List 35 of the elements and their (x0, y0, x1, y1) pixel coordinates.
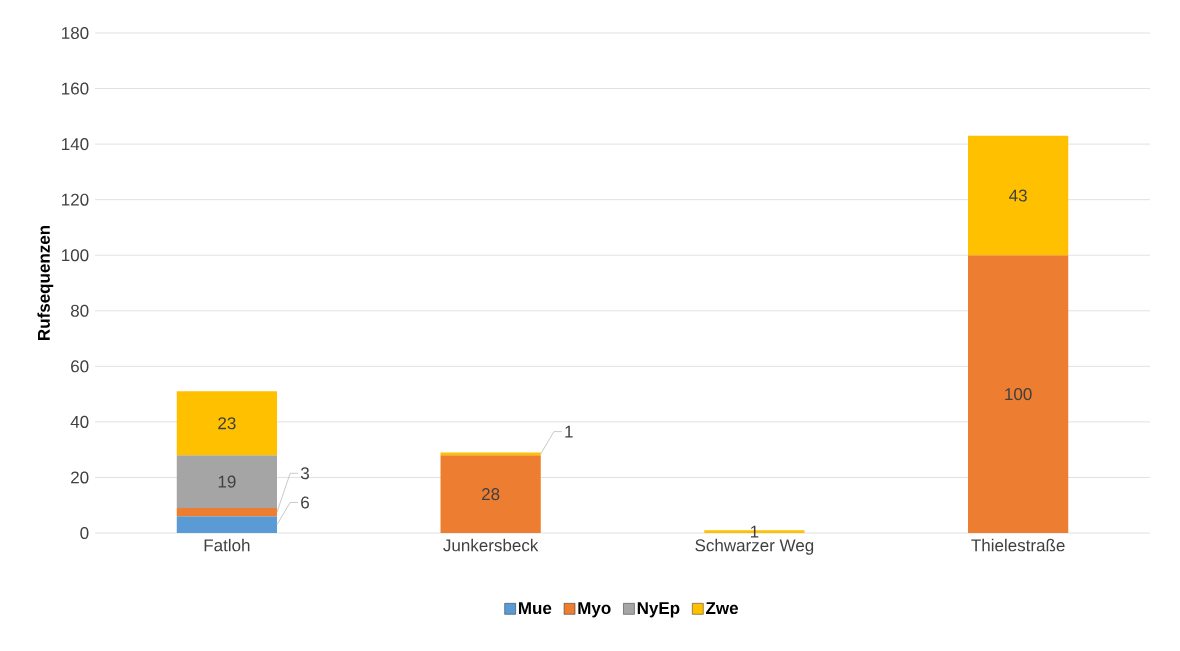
bar (440, 455, 541, 533)
data-label: 6 (301, 496, 309, 509)
bar (176, 508, 277, 517)
x-tick-label: Junkersbeck (443, 538, 539, 552)
data-label: 28 (482, 488, 500, 501)
bar (176, 455, 277, 508)
y-tick-label: 80 (70, 304, 89, 317)
data-label: 23 (218, 417, 236, 430)
data-label: 3 (300, 467, 309, 480)
bar (968, 135, 1069, 256)
y-tick-label: 180 (62, 26, 89, 40)
y-tick-label: 40 (70, 415, 89, 428)
y-tick-label: 20 (71, 471, 89, 484)
y-tick-label: 0 (80, 526, 89, 540)
x-tick-label: Schwarzer Weg (695, 538, 814, 555)
legend-label: Myo (578, 602, 611, 618)
y-axis-title: Rufsequenzen (37, 225, 54, 340)
bar (176, 516, 277, 533)
bar (440, 452, 541, 456)
y-tick-label: 140 (62, 138, 89, 151)
y-tick-label: 100 (62, 249, 89, 262)
y-tick-label: 60 (71, 360, 89, 373)
y-tick-label: 120 (62, 193, 89, 206)
y-tick-label: 160 (62, 82, 89, 95)
data-label: 1 (565, 425, 573, 438)
x-tick-label: Thielestraße (971, 538, 1065, 552)
x-tick-label: Fatloh (204, 538, 250, 552)
data-label: 43 (1009, 189, 1027, 202)
bar (176, 391, 277, 456)
bar (968, 255, 1069, 533)
legend-label: Zwe (706, 602, 738, 615)
legend-label: NyEp (637, 602, 680, 618)
data-label: 19 (218, 475, 236, 488)
data-label: 100 (1005, 388, 1032, 401)
legend-label: Mue (518, 602, 552, 615)
